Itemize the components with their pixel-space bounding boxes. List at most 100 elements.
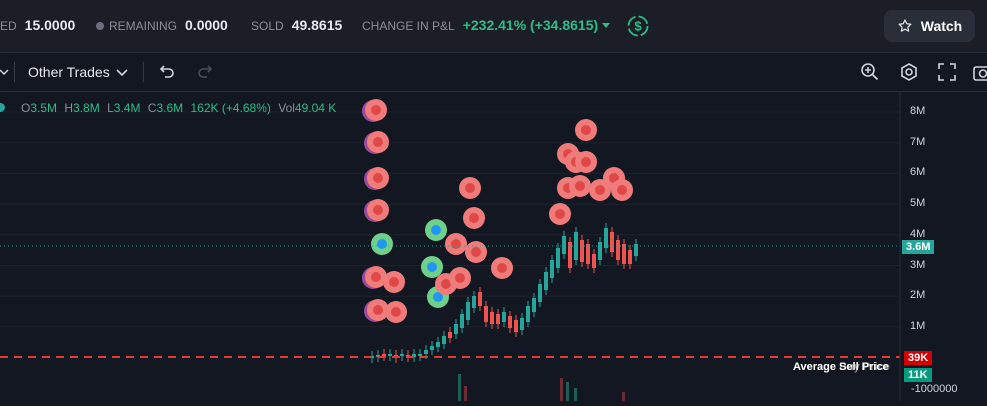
marker-glyph: [373, 173, 383, 183]
settings-button[interactable]: [899, 53, 919, 91]
price-axis-label: 1M: [910, 319, 926, 332]
candle: [430, 346, 434, 350]
sold-stat: SOLD 49.8615: [251, 17, 342, 33]
svg-text:$: $: [634, 19, 642, 34]
candle: [604, 228, 608, 248]
info-icon: [96, 22, 104, 30]
buy-marker: [421, 256, 443, 278]
pnl-stat[interactable]: CHANGE IN P&L +232.41% (+34.8615): [362, 17, 611, 33]
price-axis-label: 3M: [910, 258, 926, 271]
candle: [628, 250, 632, 264]
sell-marker: [362, 266, 387, 289]
star-icon: [898, 19, 912, 32]
marker-glyph: [373, 137, 383, 147]
buy-amount-tag: 11K: [904, 368, 932, 382]
price-axis-label: 6M: [910, 166, 926, 179]
close-value: 3.6M: [156, 101, 184, 115]
chart-toolbar: Other Trades: [0, 53, 987, 92]
average-sell-price-label: Average Sell Price: [793, 361, 889, 373]
bought-value: 15.0000: [24, 17, 76, 33]
candle: [412, 354, 416, 357]
price-axis-label: 7M: [910, 135, 926, 148]
candle: [538, 284, 542, 302]
chart-canvas[interactable]: [0, 92, 987, 401]
sell-marker: [611, 179, 633, 201]
volume-label: Vol: [278, 101, 295, 115]
volume-bar: [566, 382, 569, 401]
sell-marker: [383, 271, 405, 293]
price-axis-label: 4M: [910, 227, 926, 240]
zoom-button[interactable]: [860, 53, 880, 91]
redo-icon: [198, 65, 213, 78]
price-axis-label: 5M: [910, 197, 926, 210]
sell-marker: [385, 301, 407, 323]
sell-marker: [364, 199, 389, 222]
remaining-stat: REMAINING 0.0000: [96, 17, 228, 33]
sell-amount-tag: 39K: [904, 351, 933, 365]
sell-marker: [463, 207, 485, 229]
candle: [442, 336, 446, 344]
marker-glyph: [595, 185, 605, 195]
redo-button[interactable]: [196, 53, 214, 91]
sell-marker: [445, 233, 467, 255]
high-label: H: [64, 101, 74, 115]
marker-glyph: [581, 125, 591, 135]
camera-icon: [973, 66, 987, 81]
marker-glyph: [455, 273, 465, 283]
watch-button[interactable]: Watch: [884, 10, 975, 42]
sell-marker: [449, 267, 471, 289]
open-label: O: [21, 101, 31, 115]
sell-marker: [465, 241, 487, 263]
high-value: 3.8M: [73, 101, 100, 115]
fullscreen-button[interactable]: [937, 53, 957, 91]
candle: [568, 242, 572, 268]
price-axis-label: 2M: [910, 289, 926, 302]
volume-bar: [622, 392, 625, 401]
toolbar-divider: [143, 62, 144, 82]
chart-grid: [0, 111, 900, 328]
gear-icon: [901, 63, 917, 81]
marker-glyph: [373, 305, 383, 315]
marker-glyph: [465, 183, 475, 193]
dollar-circle-icon[interactable]: $: [626, 14, 650, 38]
open-value: 3.5M: [30, 101, 58, 115]
candle: [484, 306, 488, 322]
undo-button[interactable]: [158, 53, 176, 91]
candle: [526, 306, 530, 322]
candle: [454, 324, 458, 334]
sell-marker: [575, 151, 597, 173]
candle: [556, 248, 560, 268]
sell-marker: [459, 177, 481, 199]
chevron-down-icon[interactable]: [0, 53, 10, 91]
sell-marker: [575, 119, 597, 141]
marker-glyph: [389, 277, 399, 287]
sell-marker: [549, 203, 571, 225]
volume-bar: [560, 378, 563, 401]
candle: [466, 302, 470, 320]
remaining-label: REMAINING: [109, 19, 178, 33]
candle: [388, 354, 392, 356]
candle: [598, 242, 602, 260]
sell-marker: [364, 167, 389, 190]
marker-glyph: [451, 239, 461, 249]
toolbar-divider: [14, 62, 15, 82]
candle: [418, 354, 422, 356]
chevron-down-icon[interactable]: [602, 23, 611, 28]
bought-label: ED: [0, 19, 17, 33]
sold-value: 49.8615: [291, 17, 343, 33]
price-axis-label: 8M: [910, 105, 926, 117]
marker-glyph: [575, 181, 585, 191]
candle: [622, 244, 626, 264]
volume-bar: [574, 388, 577, 401]
candle: [490, 312, 494, 324]
volume-value: 49.04 K: [294, 101, 337, 115]
average-buy-price-label: Average Buy Price: [793, 361, 890, 373]
screenshot-button[interactable]: [972, 53, 987, 91]
candle: [550, 260, 554, 278]
price-chart[interactable]: [0, 92, 987, 401]
candle: [424, 350, 428, 354]
legend-dot: [0, 103, 5, 112]
candle: [592, 254, 596, 268]
change-value: 162K (+4.68%): [190, 101, 271, 115]
trades-filter-dropdown[interactable]: Other Trades: [28, 53, 128, 91]
